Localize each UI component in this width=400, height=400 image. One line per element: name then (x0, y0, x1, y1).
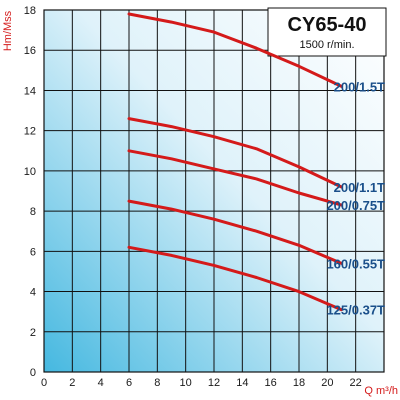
pump-curve-point (212, 135, 216, 138)
curve-label: 200/1.1T (334, 180, 385, 195)
pump-curve-point (170, 207, 173, 211)
pump-curve-point (170, 254, 173, 257)
x-tick-label: 16 (265, 377, 277, 389)
y-tick-label: 16 (24, 45, 36, 57)
y-tick-label: 0 (30, 367, 36, 379)
y-tick-label: 10 (24, 166, 36, 178)
curve-label: 200/1.5T (334, 79, 385, 94)
x-tick-label: 4 (98, 377, 104, 389)
y-tick-label: 2 (30, 327, 36, 339)
title-box (267, 7, 387, 57)
pump-curve-point (127, 246, 131, 249)
x-tick-label: 2 (69, 377, 75, 389)
pump-curve-point (255, 47, 258, 50)
pump-curve-point (212, 264, 216, 267)
pump-curve-point (212, 217, 216, 221)
pump-curve-point (340, 85, 343, 88)
pump-curve-line (127, 12, 343, 88)
x-axis-label: Q m³/h (364, 385, 398, 397)
pump-curve-point (340, 203, 343, 207)
pump-curve-point (297, 191, 301, 195)
pump-curve-point (255, 276, 258, 279)
pump-curve-point (297, 165, 301, 169)
pump-curve-line (127, 117, 343, 189)
y-tick-label: 12 (24, 126, 36, 138)
curve-label: 125/0.37T (326, 303, 385, 318)
pump-curve-point (297, 290, 301, 293)
x-tick-label: 10 (180, 377, 192, 389)
x-tick-label: 12 (208, 377, 220, 389)
pump-curve-point (340, 185, 343, 189)
pump-curve-point (127, 149, 131, 152)
x-tick-label: 8 (154, 377, 160, 389)
y-tick-label: 4 (30, 287, 36, 299)
y-tick-labels: 0 2 4 6 8 10 12 14 16 18 (24, 5, 36, 379)
x-tick-label: 14 (236, 377, 248, 389)
curve-label: 160/0.55T (326, 256, 385, 271)
pump-curve-point (127, 12, 131, 16)
chart-subtitle: 1500 r/min. (299, 39, 354, 51)
chart-title: CY65-40 (288, 14, 367, 36)
pump-curve-point (212, 167, 216, 171)
curve-label: 200/0.75T (326, 198, 385, 213)
y-tick-label: 14 (24, 85, 36, 97)
pump-curves (127, 12, 343, 312)
pump-curve-line (127, 149, 343, 207)
pump-curve-point (170, 125, 173, 128)
x-tick-label: 20 (321, 377, 333, 389)
x-tick-label: 6 (126, 377, 132, 389)
pump-curve-point (340, 262, 343, 265)
y-tick-label: 6 (30, 246, 36, 258)
curve-labels: 200/1.5T 200/1.1T 200/0.75T 160/0.55T 125/0.… (326, 79, 385, 317)
x-tick-label: 22 (350, 377, 362, 389)
x-tick-label: 18 (293, 377, 305, 389)
pump-curve-point (255, 147, 258, 150)
pump-curve-point (170, 157, 173, 161)
pump-curve-point (255, 230, 258, 233)
pump-curve-line (127, 245, 343, 312)
pump-curve-point (297, 244, 301, 247)
pump-curve-point (170, 20, 173, 24)
y-tick-label: 8 (30, 206, 36, 218)
pump-curve-point (212, 30, 216, 34)
pump-curve-point (297, 65, 301, 68)
y-axis-label: Hm/Mss (2, 10, 14, 51)
x-tick-labels: 0 2 4 6 8 10 12 14 16 18 20 22 (41, 377, 362, 389)
pump-curve-point (255, 177, 258, 181)
plot-frame (43, 9, 385, 373)
x-tick-label: 0 (41, 377, 47, 389)
pump-curve-point (127, 117, 131, 120)
y-tick-label: 18 (24, 5, 36, 17)
pump-curve-point (340, 308, 343, 311)
pump-curve-line (127, 199, 343, 265)
pump-curve-point (127, 199, 131, 203)
